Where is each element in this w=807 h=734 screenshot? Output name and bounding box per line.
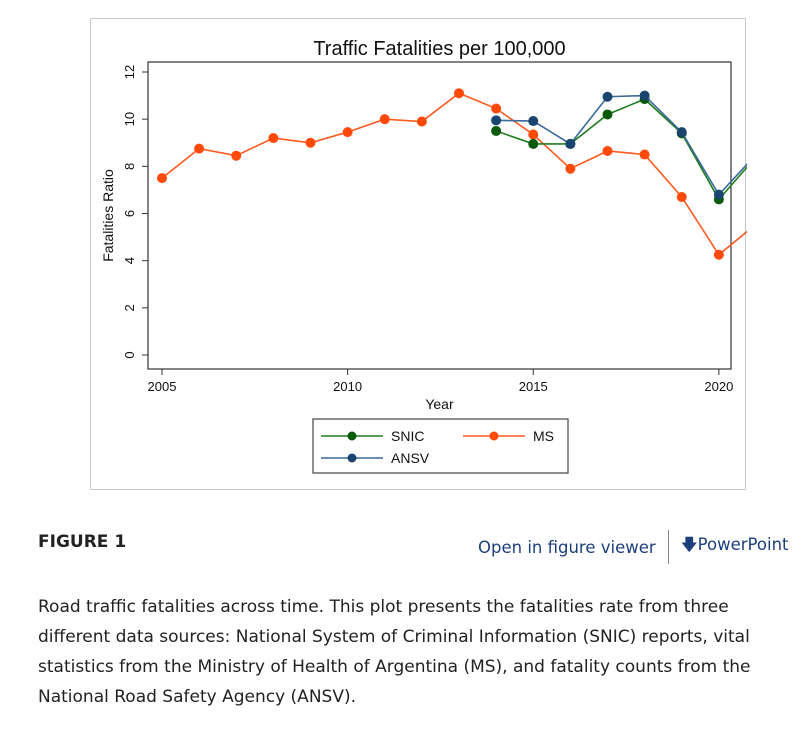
y-tick-label: 2 — [122, 304, 137, 311]
data-point-ms — [157, 173, 167, 184]
data-point-snic — [602, 109, 613, 120]
legend-marker-ansv — [347, 453, 357, 463]
figure-image: Traffic Fatalities per 100,000 0 2 4 6 8 10 12 2… — [90, 18, 747, 490]
x-tick-label: 2015 — [519, 379, 548, 394]
series-line-snic — [495, 98, 747, 201]
data-point-ms — [231, 150, 242, 161]
data-point-ms — [454, 88, 464, 99]
series-line-ms — [161, 92, 747, 256]
legend-label-ms: MS — [533, 428, 554, 444]
figure-label: FIGURE 1 — [38, 532, 127, 552]
line-chart: Traffic Fatalities per 100,000 0 2 4 6 8 10 12 2… — [100, 38, 747, 474]
legend-label-snic: SNIC — [391, 428, 424, 444]
legend-marker-snic — [347, 431, 357, 441]
data-point-ms — [713, 249, 724, 260]
data-point-ms — [602, 146, 613, 157]
y-tick-label: 0 — [122, 351, 137, 358]
data-point-ansv — [713, 189, 724, 200]
series-line-ansv — [496, 94, 747, 196]
data-point-ms — [565, 163, 576, 174]
data-point-ms — [416, 116, 427, 127]
figure-links: Open in figure viewer 🡇PowerPoint — [478, 530, 789, 564]
data-point-ansv — [676, 127, 687, 138]
legend-marker-ms — [489, 431, 499, 441]
data-point-ms — [379, 114, 390, 125]
y-tick-label: 10 — [122, 112, 137, 126]
x-axis-label: Year — [425, 396, 454, 412]
y-tick-label: 4 — [122, 257, 137, 264]
figure-caption: Road traffic fatalities across time. Thi… — [38, 597, 751, 707]
download-icon: 🡇 — [680, 535, 698, 554]
data-point-snic — [491, 125, 502, 136]
data-point-ansv — [639, 90, 650, 101]
x-tick-label: 2010 — [333, 379, 362, 394]
data-point-ms — [676, 191, 687, 202]
y-tick-label: 12 — [122, 65, 137, 79]
data-point-ansv — [602, 91, 613, 102]
powerpoint-download-link[interactable]: 🡇PowerPoint — [681, 533, 789, 561]
data-point-ms — [305, 137, 316, 148]
data-point-ms — [528, 129, 539, 140]
data-point-ansv — [528, 116, 539, 127]
open-figure-viewer-link[interactable]: Open in figure viewer — [478, 537, 656, 557]
legend-label-ansv: ANSV — [391, 450, 430, 466]
data-point-ansv — [565, 138, 576, 149]
legend-box — [312, 418, 569, 474]
x-tick-label: 2005 — [148, 379, 177, 394]
data-point-ms — [342, 127, 353, 138]
powerpoint-label: PowerPoint — [697, 535, 789, 554]
data-point-ms — [194, 143, 205, 154]
data-point-ms — [639, 149, 650, 160]
y-tick-label: 8 — [122, 163, 137, 170]
data-point-ansv — [491, 115, 502, 126]
plot-frame — [147, 61, 732, 370]
y-axis-label: Fatalities Ratio — [100, 169, 116, 262]
y-tick-label: 6 — [122, 210, 137, 217]
data-point-ms — [491, 103, 502, 114]
chart-title: Traffic Fatalities per 100,000 — [313, 38, 565, 60]
x-tick-label: 2020 — [704, 379, 733, 394]
data-point-ms — [268, 133, 279, 144]
data-point-snic — [528, 138, 539, 149]
divider — [667, 530, 669, 564]
